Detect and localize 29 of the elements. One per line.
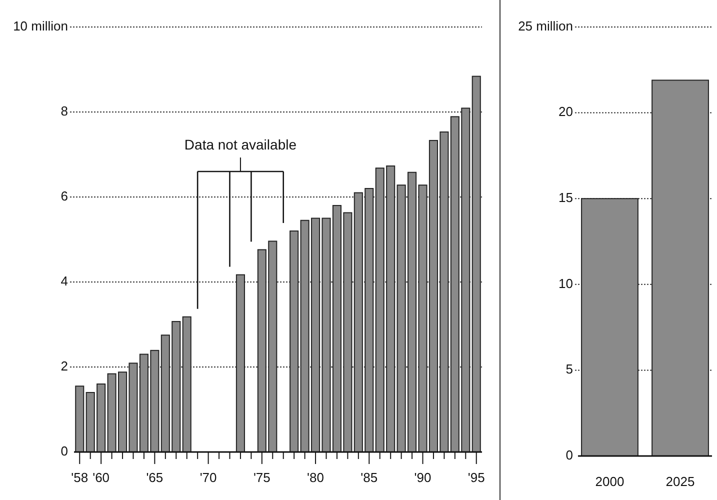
y-tick-label: 20 xyxy=(558,104,573,120)
x-tick-label: '90 xyxy=(414,470,432,485)
x-tick-label: '60 xyxy=(92,470,110,485)
x-tick-label: '58 xyxy=(71,470,88,485)
x-tick-label: 2025 xyxy=(666,474,695,489)
y-tick-label: 15 xyxy=(558,190,573,206)
bar xyxy=(290,230,299,452)
y-tick-label: 8 xyxy=(60,103,68,118)
bar xyxy=(472,76,481,452)
annotation: Data not available xyxy=(184,136,297,152)
y-tick-label: 5 xyxy=(566,362,573,377)
y-tick-label: 2 xyxy=(60,358,68,374)
y-tick-label: 0 xyxy=(60,443,68,458)
x-tick-label: '85 xyxy=(360,470,378,485)
y-tick-label: 10 xyxy=(558,276,573,291)
x-tick-label: '65 xyxy=(146,470,164,485)
y-tick-label: 6 xyxy=(60,188,68,204)
y-tick-label: 10 million xyxy=(13,18,68,34)
y-tick-label: 25 million xyxy=(518,18,573,34)
bar xyxy=(75,386,84,452)
y-tick-label: 0 xyxy=(566,447,573,462)
x-tick-label: '95 xyxy=(468,470,485,485)
x-tick-label: '70 xyxy=(200,470,217,485)
x-tick-label: 2000 xyxy=(595,474,624,489)
bar xyxy=(236,274,245,452)
x-tick-label: '75 xyxy=(253,470,270,485)
y-tick-label: 4 xyxy=(60,273,68,288)
bar xyxy=(182,316,192,452)
x-tick-label: '80 xyxy=(307,470,324,485)
